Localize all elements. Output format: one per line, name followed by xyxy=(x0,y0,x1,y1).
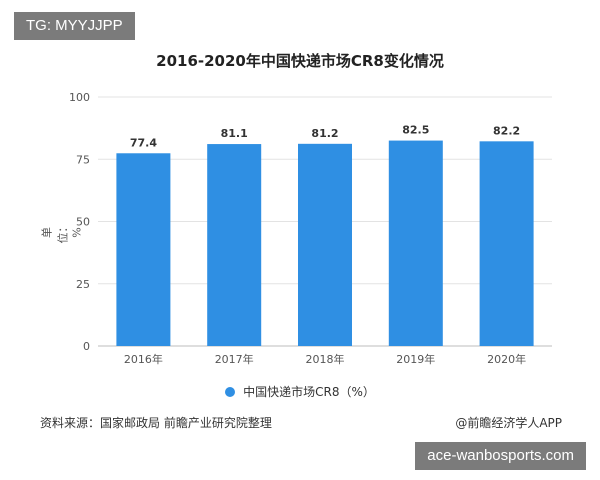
bar xyxy=(388,140,443,346)
source-note: 资料来源：国家邮政局 前瞻产业研究院整理 xyxy=(40,416,272,430)
bar-value-label: 77.4 xyxy=(130,136,157,149)
chart-legend: 中国快递市场CR8（%） xyxy=(0,383,600,400)
y-tick-label: 25 xyxy=(76,278,90,291)
x-tick-label: 2020年 xyxy=(487,352,526,366)
y-tick-label: 100 xyxy=(69,91,90,104)
y-axis-label: 单位：% xyxy=(40,221,84,244)
bottom-watermark-tag: ace-wanbosports.com xyxy=(415,442,586,470)
y-tick-label: 50 xyxy=(76,216,90,229)
bar xyxy=(116,153,171,346)
top-watermark-tag: TG: MYYJJPP xyxy=(14,12,135,40)
bar xyxy=(479,141,534,346)
x-tick-label: 2019年 xyxy=(396,352,435,366)
bar-value-label: 81.2 xyxy=(311,127,338,140)
legend-marker xyxy=(225,386,236,397)
bar-value-label: 82.5 xyxy=(402,124,429,137)
bar-value-label: 81.1 xyxy=(221,127,248,140)
y-tick-label: 75 xyxy=(76,153,90,166)
chart-title: 2016-2020年中国快递市场CR8变化情况 xyxy=(156,52,444,70)
x-tick-label: 2017年 xyxy=(215,352,254,366)
x-tick-label: 2018年 xyxy=(306,352,345,366)
legend-label: 中国快递市场CR8（%） xyxy=(243,385,375,399)
x-tick-label: 2016年 xyxy=(124,352,163,366)
brand-label: @前瞻经济学人APP xyxy=(455,416,562,430)
y-tick-label: 0 xyxy=(83,340,90,353)
bar-value-label: 82.2 xyxy=(493,124,520,137)
bar xyxy=(298,143,352,346)
bar xyxy=(207,144,262,346)
